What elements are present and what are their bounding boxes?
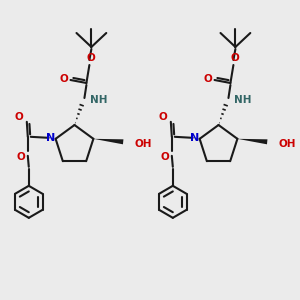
Text: NH: NH	[90, 95, 108, 105]
Polygon shape	[237, 139, 268, 144]
Text: OH: OH	[134, 139, 152, 149]
Text: O: O	[230, 53, 239, 63]
Text: O: O	[16, 152, 25, 162]
Text: O: O	[203, 74, 212, 84]
Text: O: O	[160, 152, 169, 162]
Text: OH: OH	[278, 139, 296, 149]
Text: O: O	[158, 112, 167, 122]
Polygon shape	[93, 139, 123, 144]
Text: N: N	[46, 133, 55, 143]
Text: O: O	[14, 112, 23, 122]
Text: O: O	[86, 53, 95, 63]
Text: O: O	[59, 74, 68, 84]
Text: N: N	[190, 133, 199, 143]
Text: NH: NH	[234, 95, 252, 105]
